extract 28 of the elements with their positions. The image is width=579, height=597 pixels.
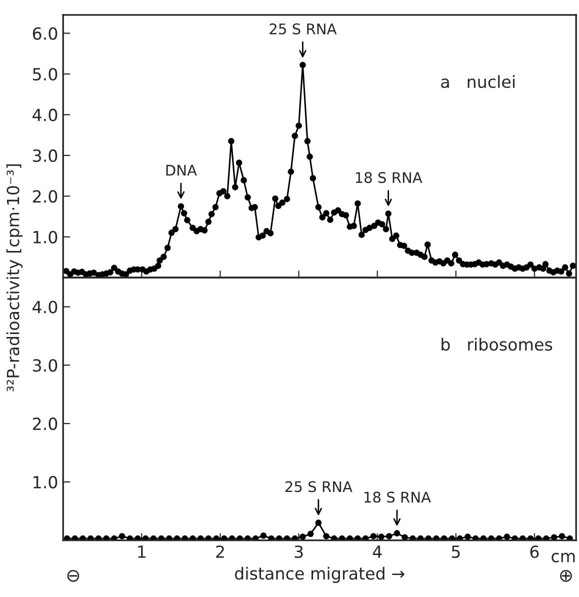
y-tick-label: 5.0 — [33, 68, 58, 81]
annotation: 18 S RNA — [364, 492, 431, 503]
annotation: a nuclei — [441, 75, 515, 88]
text: ⊕ — [560, 570, 572, 582]
annotation: b ribosomes — [442, 338, 552, 351]
y-tick-label: 2.0 — [32, 190, 58, 203]
x-tick-label: 6 — [530, 545, 539, 558]
x-axis-title: distance migrated → — [234, 566, 404, 583]
annotation: 18 S RNA — [356, 172, 422, 184]
y-tick-label: 1.0 — [34, 230, 58, 244]
y-axis-title: ³²P-radioactivity [cpm·10⁻³] — [6, 164, 23, 392]
annotation: 25 S RNA — [270, 23, 337, 34]
x-tick-label: 5 — [452, 546, 460, 558]
y-tick-label: 6.0 — [32, 27, 58, 40]
y-tick-label: 4.0 — [32, 300, 58, 314]
y-tick-label: 4.0 — [32, 108, 58, 122]
x-tick-label: 1 — [138, 546, 146, 558]
annotation: 25 S RNA — [285, 481, 352, 492]
x-tick-label: 3 — [294, 545, 303, 558]
annotation: DNA — [166, 164, 197, 176]
y-tick-label: 1.0 — [34, 476, 58, 488]
y-tick-label: 2.0 — [32, 418, 58, 430]
x-tick-label: 4 — [372, 546, 382, 558]
y-tick-label: 3.0 — [33, 149, 58, 162]
text: ⊖ — [67, 570, 80, 582]
text: cm — [552, 552, 575, 562]
x-tick-label: 2 — [216, 545, 224, 558]
y-tick-label: 3.0 — [33, 359, 58, 372]
